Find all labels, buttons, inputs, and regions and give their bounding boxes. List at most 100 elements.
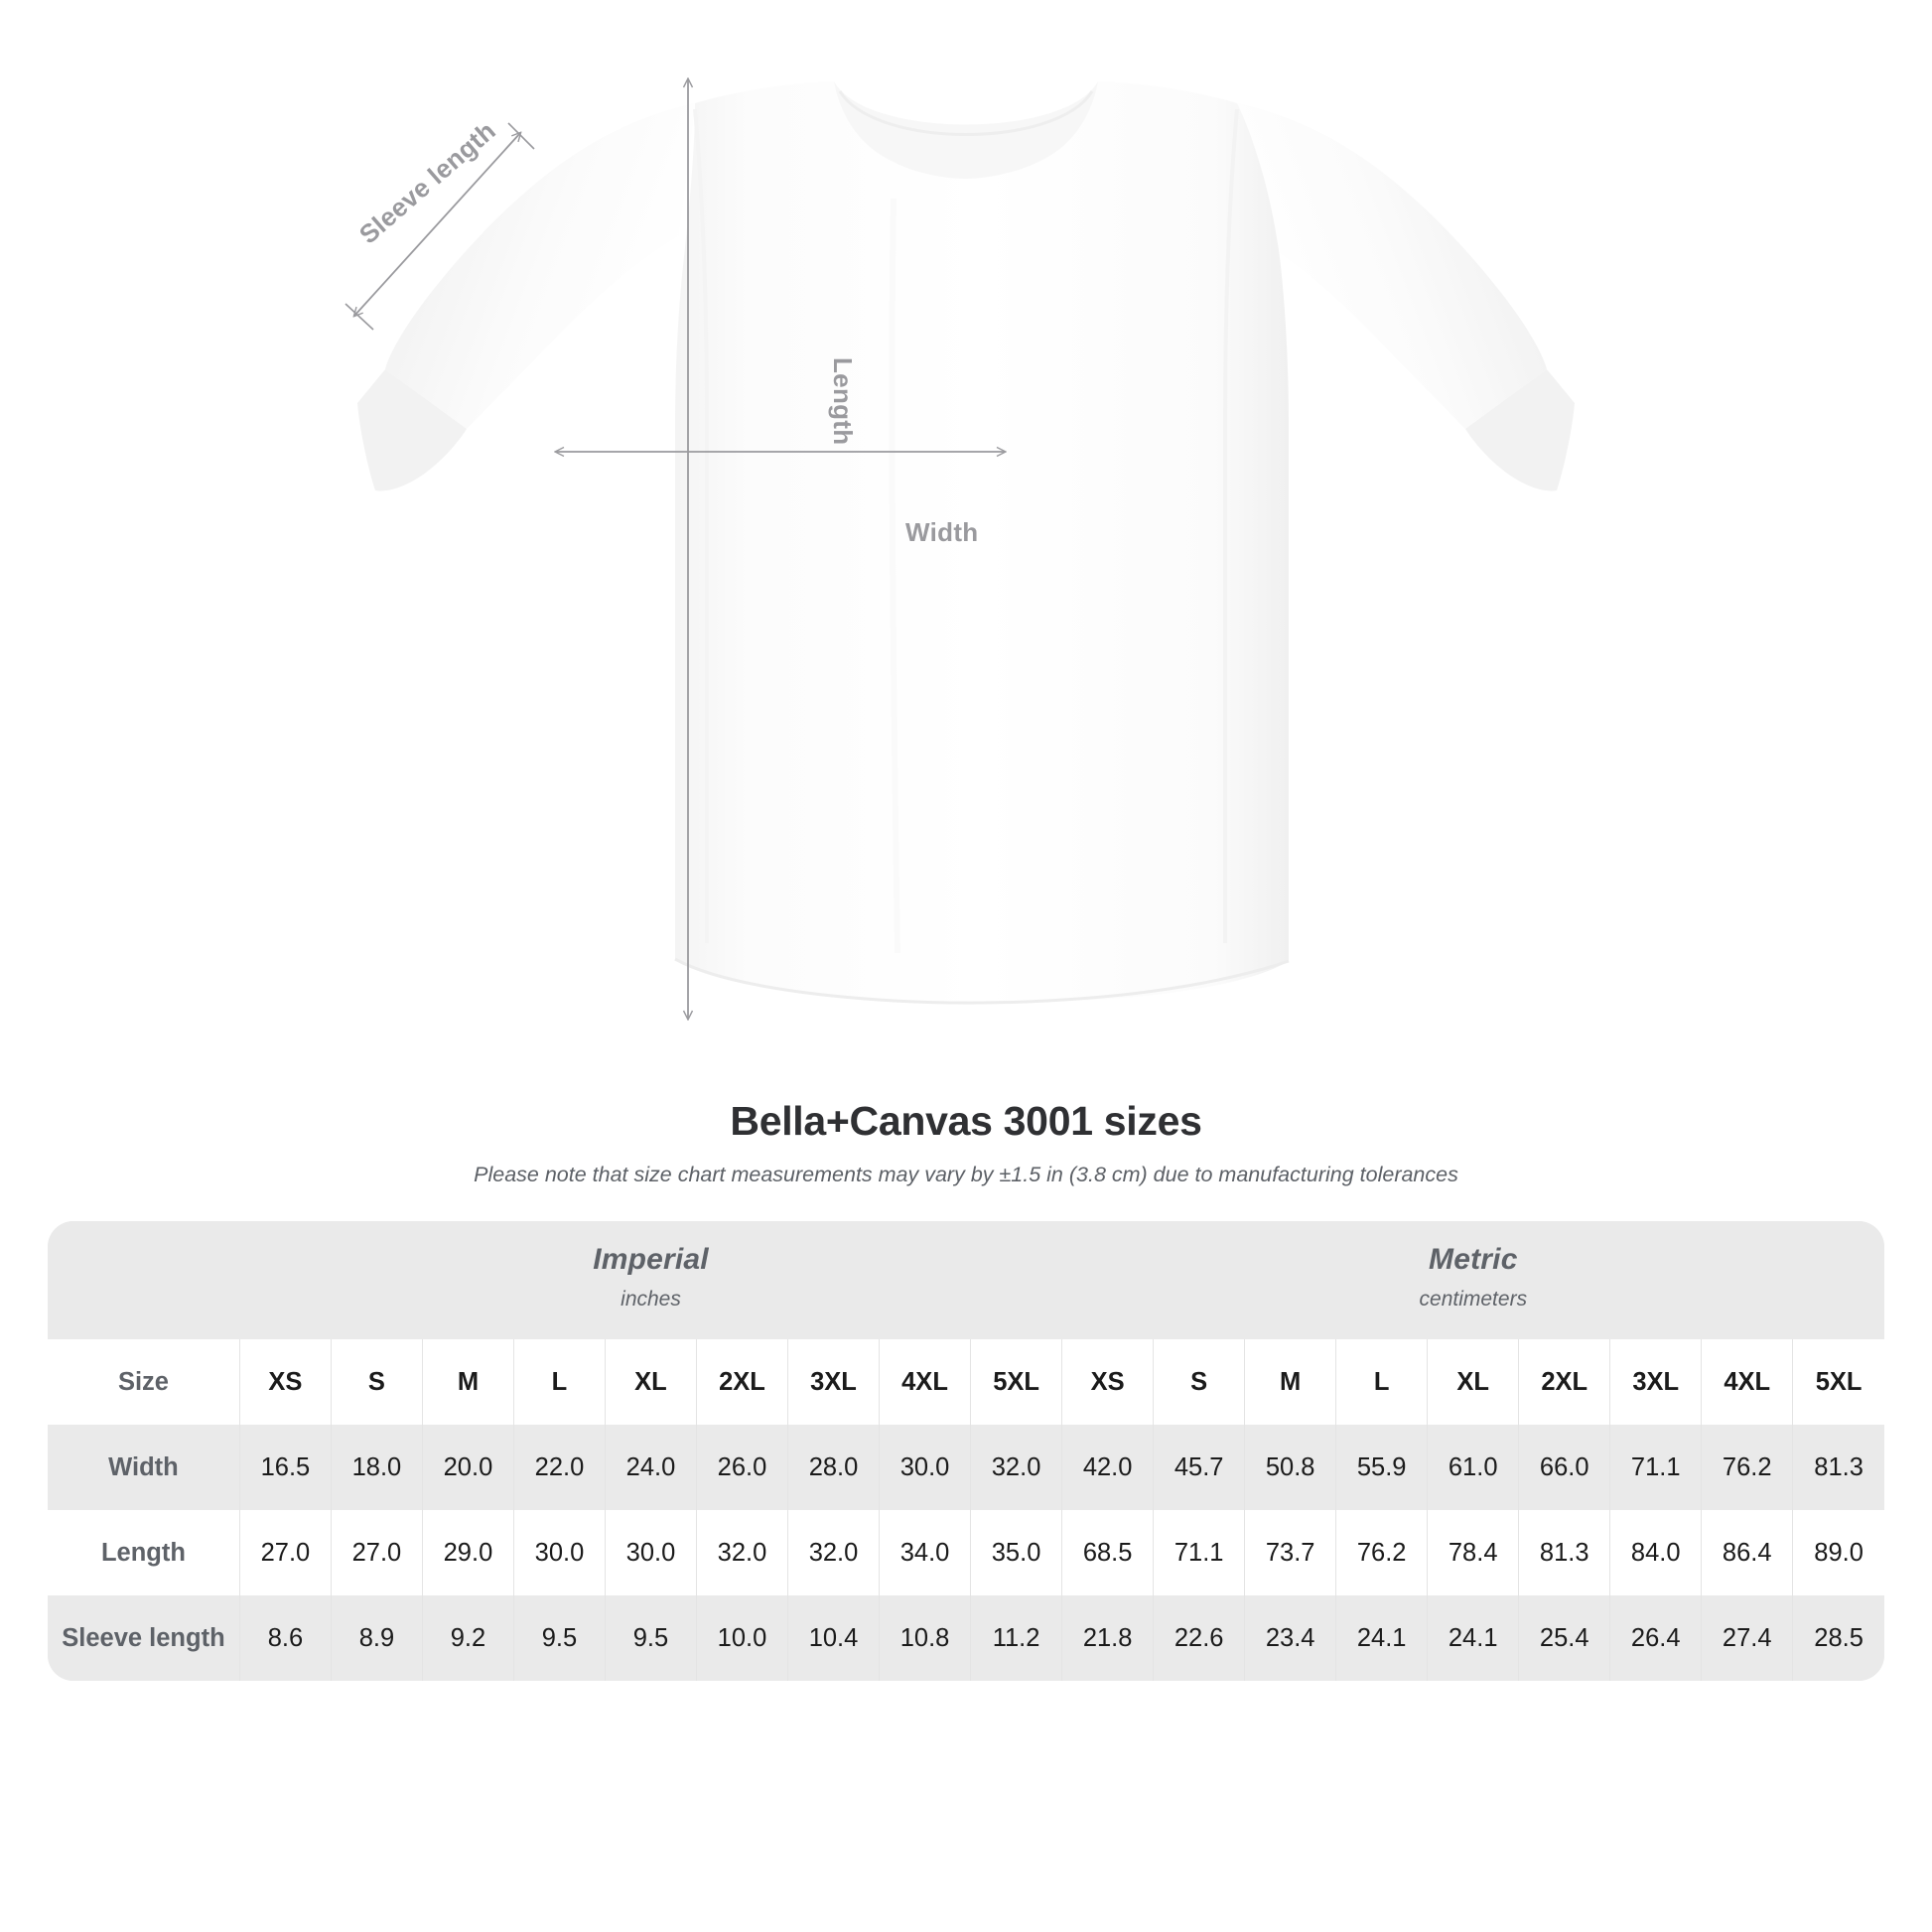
table-cell: 9.5 [512, 1595, 606, 1681]
size-header-cell: 2XL [695, 1339, 788, 1425]
table-cell: 30.0 [512, 1510, 606, 1595]
table-cell: 71.1 [1153, 1510, 1245, 1595]
table-cell: 42.0 [1061, 1425, 1154, 1510]
size-header-cell: XL [1427, 1339, 1519, 1425]
table-cell: 81.3 [1518, 1510, 1610, 1595]
sleeve-arrow-tick-low [345, 303, 374, 331]
width-label: Width [905, 517, 979, 547]
unit-sub-imperial: inches [621, 1288, 681, 1311]
table-row: Width 16.5 18.0 20.0 22.0 24.0 26.0 28.0 30.0 32.… [48, 1425, 1884, 1510]
table-cell: 50.8 [1244, 1425, 1336, 1510]
table-row-sizes: Size XS S M L XL 2XL 3XL 4XL 5XL XS S M L XL 2XL 3XL 4XL 5… [48, 1339, 1884, 1425]
unit-name-metric: Metric [1429, 1243, 1518, 1276]
table-cell: 81.3 [1792, 1425, 1884, 1510]
table-cell: 8.6 [238, 1595, 332, 1681]
size-header-cell: M [1244, 1339, 1336, 1425]
unit-banner-row: Imperial inches Metric centimeters [48, 1221, 1884, 1339]
shirt-fold-left [693, 108, 709, 943]
table-cell: 23.4 [1244, 1595, 1336, 1681]
table-cell: 24.1 [1427, 1595, 1519, 1681]
table-cell: 34.0 [879, 1510, 971, 1595]
table-cell: 10.8 [879, 1595, 971, 1681]
table-cell: 27.0 [238, 1510, 332, 1595]
unit-banner-spacer [48, 1221, 240, 1339]
collar-stitch [838, 90, 1094, 136]
row-header-size: Size [48, 1339, 240, 1425]
size-header-cell: S [330, 1339, 423, 1425]
table-cell: 28.0 [786, 1425, 880, 1510]
size-chart-table-wrapper: Imperial inches Metric centimeters Size X… [48, 1221, 1884, 1681]
table-row: Sleeve length 8.6 8.9 9.2 9.5 9.5 10.0 10.4 10.8… [48, 1595, 1884, 1681]
table-cell: 21.8 [1061, 1595, 1154, 1681]
size-header-cell: S [1153, 1339, 1245, 1425]
tshirt-illustration [345, 0, 1575, 1092]
table-cell: 9.2 [421, 1595, 514, 1681]
shirt-body [675, 81, 1289, 1003]
size-header-cell: M [421, 1339, 514, 1425]
table-cell: 30.0 [604, 1510, 697, 1595]
size-header-cell: XS [238, 1339, 332, 1425]
size-header-cell: 3XL [1609, 1339, 1702, 1425]
table-cell: 24.0 [604, 1425, 697, 1510]
shirt-fold-right [1223, 108, 1239, 943]
shirt-crease [889, 198, 900, 954]
table-cell: 61.0 [1427, 1425, 1519, 1510]
table-cell: 27.0 [330, 1510, 423, 1595]
row-header-width: Width [48, 1425, 240, 1510]
size-header-cell: 5XL [970, 1339, 1062, 1425]
page-title: Bella+Canvas 3001 sizes [730, 1098, 1202, 1144]
size-header-cell: XL [604, 1339, 697, 1425]
row-header-sleeve-length: Sleeve length [48, 1595, 240, 1681]
shirt-body-group [357, 81, 1575, 1005]
tshirt-diagram: Sleeve length Length Width [345, 0, 1575, 1092]
shirt-right-sleeve [1237, 103, 1547, 429]
table-cell: 86.4 [1701, 1510, 1793, 1595]
table-cell: 30.0 [879, 1425, 971, 1510]
table-cell: 9.5 [604, 1595, 697, 1681]
row-header-length: Length [48, 1510, 240, 1595]
sleeve-length-arrow [354, 133, 520, 316]
length-label: Length [828, 357, 858, 446]
table-cell: 10.4 [786, 1595, 880, 1681]
table-cell: 55.9 [1335, 1425, 1428, 1510]
unit-header-metric: Metric centimeters [1061, 1221, 1884, 1339]
shirt-left-cuff [357, 369, 467, 491]
chart-heading: Bella+Canvas 3001 sizes Please note that… [0, 1098, 1932, 1187]
tolerance-note: Please note that size chart measurements… [474, 1163, 1458, 1186]
table-cell: 89.0 [1792, 1510, 1884, 1595]
size-header-cell: 4XL [879, 1339, 971, 1425]
table-cell: 32.0 [786, 1510, 880, 1595]
table-cell: 26.0 [695, 1425, 788, 1510]
table-cell: 73.7 [1244, 1510, 1336, 1595]
table-head: Imperial inches Metric centimeters [48, 1221, 1884, 1339]
size-chart-table: Imperial inches Metric centimeters Size X… [48, 1221, 1884, 1681]
size-header-cell: 4XL [1701, 1339, 1793, 1425]
size-header-cell: XS [1061, 1339, 1154, 1425]
size-header-cell: 3XL [786, 1339, 880, 1425]
table-cell: 20.0 [421, 1425, 514, 1510]
table-cell: 76.2 [1335, 1510, 1428, 1595]
shirt-left-sleeve [385, 103, 695, 429]
table-cell: 45.7 [1153, 1425, 1245, 1510]
table-body: Size XS S M L XL 2XL 3XL 4XL 5XL XS S M L XL 2XL 3XL 4XL 5… [48, 1339, 1884, 1681]
size-header-cell: L [512, 1339, 606, 1425]
size-header-cell: 2XL [1518, 1339, 1610, 1425]
table-cell: 26.4 [1609, 1595, 1702, 1681]
table-cell: 78.4 [1427, 1510, 1519, 1595]
table-cell: 22.0 [512, 1425, 606, 1510]
table-cell: 76.2 [1701, 1425, 1793, 1510]
table-cell: 71.1 [1609, 1425, 1702, 1510]
table-cell: 28.5 [1792, 1595, 1884, 1681]
table-cell: 68.5 [1061, 1510, 1154, 1595]
table-cell: 32.0 [695, 1510, 788, 1595]
unit-sub-metric: centimeters [1419, 1288, 1528, 1311]
shirt-hem [674, 957, 1290, 1005]
table-cell: 32.0 [970, 1425, 1062, 1510]
sleeve-arrow-tick-high [507, 122, 535, 150]
size-header-cell: 5XL [1792, 1339, 1884, 1425]
table-cell: 27.4 [1701, 1595, 1793, 1681]
table-cell: 16.5 [238, 1425, 332, 1510]
table-cell: 84.0 [1609, 1510, 1702, 1595]
table-cell: 29.0 [421, 1510, 514, 1595]
unit-name-imperial: Imperial [593, 1243, 709, 1276]
